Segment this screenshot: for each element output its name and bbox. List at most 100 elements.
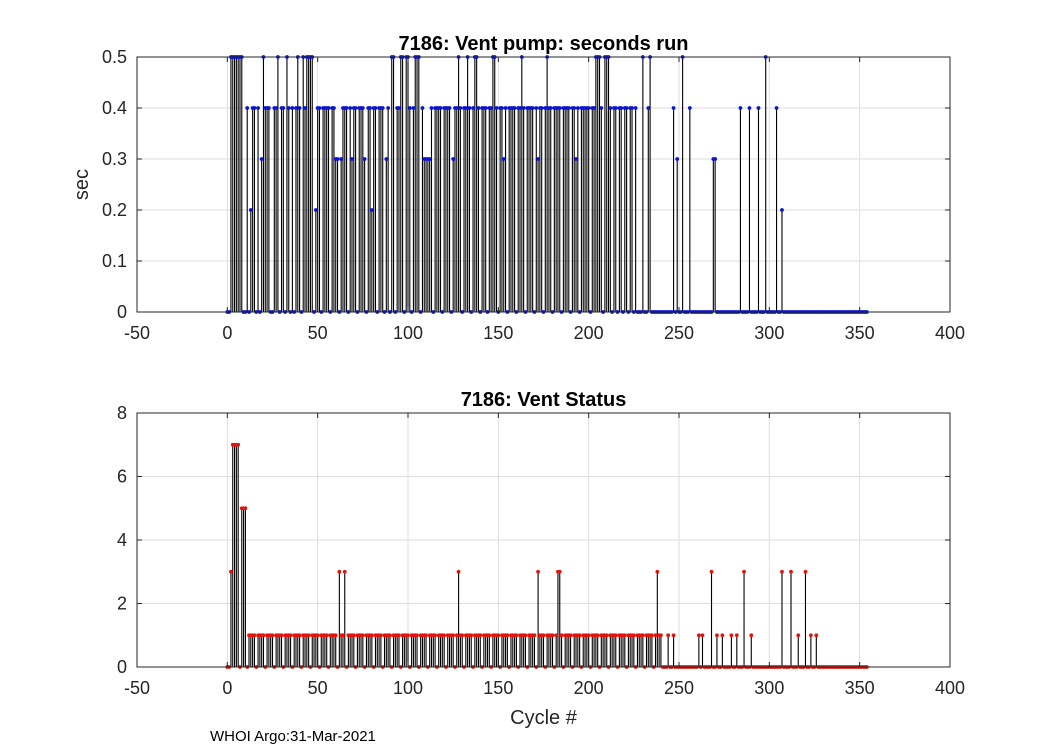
data-point [281,106,286,110]
data-point [406,633,410,638]
data-point [633,106,638,110]
data-point [429,106,434,110]
data-point [720,633,725,638]
data-point [315,633,320,638]
data-point [236,442,241,447]
x-tick-label: 100 [393,678,423,698]
stem-series [230,57,783,312]
chart-title: 7186: Vent Status [461,389,627,411]
x-tick-label: 50 [308,323,328,343]
data-point [496,633,501,638]
x-tick-label: 0 [222,323,232,343]
data-point [574,157,578,161]
data-point [373,106,378,110]
data-point [290,106,295,110]
data-point [324,633,329,638]
data-point [342,569,347,574]
data-point [333,633,338,638]
data-point [568,633,573,638]
data-point [368,106,372,110]
y-tick-label: 0.5 [102,47,127,67]
data-point [503,106,508,110]
data-point [386,106,391,110]
data-point [270,633,275,638]
data-point [467,106,472,110]
data-point [646,106,651,110]
data-point [483,106,488,110]
data-point [747,106,752,110]
data-point [734,633,739,638]
footer-label: WHOI Argo:31-Mar-2021 [210,728,376,745]
data-point [274,106,279,110]
data-point [458,106,463,110]
y-tick-label: 0.3 [102,149,127,169]
data-point [577,633,582,638]
data-point [297,633,302,638]
data-point [424,633,428,638]
data-point [313,208,318,212]
data-point [350,157,354,161]
data-point [729,633,734,638]
data-point [427,157,432,161]
data-point [369,633,374,638]
data-point [536,157,540,161]
data-point [536,569,540,574]
data-point [415,633,419,638]
data-point [756,106,761,110]
y-tick-label: 0.1 [102,251,127,271]
data-point [557,569,562,574]
data-point [586,633,591,638]
data-point [613,106,618,110]
data-point [501,157,506,161]
data-point [548,106,553,110]
data-point [599,106,604,110]
data-point [447,106,452,110]
data-point [592,106,596,110]
x-axis-label: Cycle # [510,707,578,729]
data-point [774,106,779,110]
data-point [505,633,510,638]
data-point [613,633,618,638]
x-tick-label: 350 [845,678,875,698]
data-point [671,633,676,638]
data-point [575,106,580,110]
y-tick-label: 4 [117,530,127,550]
data-point [624,106,629,110]
data-point [420,106,425,110]
x-tick-label: 200 [574,323,604,343]
y-tick-label: 0.4 [102,98,127,118]
data-point [384,157,389,161]
marker-series [225,442,869,669]
chart-title: 7186: Vent pump: seconds run [398,33,688,55]
data-point [543,106,548,110]
data-point [640,633,645,638]
data-point [335,157,340,161]
y-tick-label: 2 [117,594,127,614]
data-point [454,106,459,110]
data-point [530,106,535,110]
x-tick-label: 100 [393,323,423,343]
data-point [671,106,676,110]
x-tick-label: 0 [222,678,232,698]
data-point [360,633,365,638]
data-point [713,157,718,161]
data-point [243,506,248,511]
data-point [266,106,271,110]
data-point [360,106,365,110]
data-point [351,633,356,638]
data-point [534,106,539,110]
data-point [451,633,456,638]
data-point [523,633,528,638]
data-point [478,633,483,638]
data-point [572,106,577,110]
data-point [814,633,819,638]
data-point [650,633,654,638]
y-tick-label: 0.2 [102,200,127,220]
data-point [541,633,546,638]
data-point [780,569,784,574]
data-point [566,106,571,110]
data-point [803,569,808,574]
data-point [700,633,705,638]
data-point [344,106,349,110]
data-point [655,569,660,574]
